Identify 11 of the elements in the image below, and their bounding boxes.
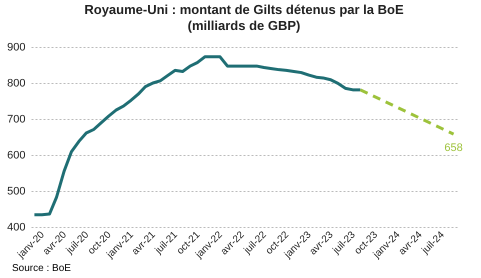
data-label: 658 (444, 142, 463, 154)
y-tick-label: 900 (7, 42, 26, 54)
y-tick-label: 600 (7, 150, 26, 162)
chart-subtitle: (milliards de GBP) (188, 18, 300, 33)
y-tick-label: 700 (7, 114, 26, 126)
source-note: Source : BoE (12, 262, 72, 276)
line-series (32, 55, 362, 216)
y-tick-label: 500 (7, 186, 26, 198)
chart-title: Royaume-Uni : montant de Gilts détenus par la BoE (84, 2, 404, 17)
y-tick-label: 800 (7, 78, 26, 90)
y-tick-label: 400 (7, 222, 26, 234)
